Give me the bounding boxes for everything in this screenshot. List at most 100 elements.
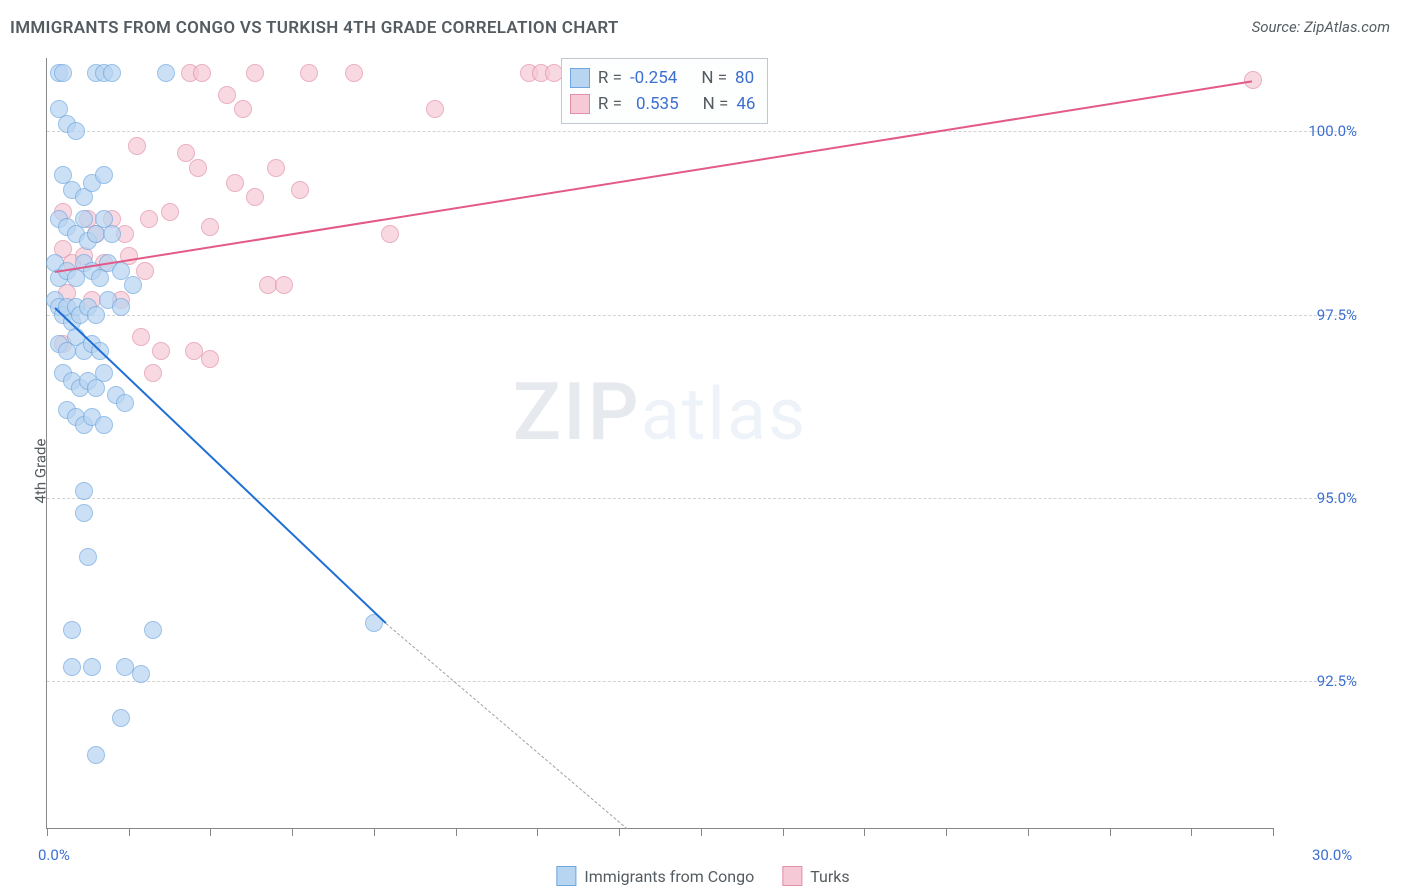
scatter-point-series1 — [112, 298, 130, 316]
y-tick-label: 92.5% — [1317, 672, 1357, 690]
scatter-point-series1 — [95, 416, 113, 434]
scatter-point-series2 — [275, 276, 293, 294]
trend-line — [54, 308, 386, 625]
scatter-point-series1 — [63, 621, 81, 639]
stat-r-series1: -0.254 — [630, 65, 677, 91]
x-tick — [537, 828, 538, 836]
scatter-point-series2 — [426, 100, 444, 118]
legend-label-series1: Immigrants from Congo — [584, 867, 754, 886]
stats-row-series1: R = -0.254 N = 80 — [570, 65, 756, 91]
y-tick-label: 95.0% — [1317, 489, 1357, 507]
scatter-point-series2 — [300, 64, 318, 82]
legend-label-series2: Turks — [810, 867, 849, 886]
scatter-point-series1 — [75, 504, 93, 522]
scatter-point-series1 — [79, 548, 97, 566]
scatter-point-series1 — [116, 658, 134, 676]
scatter-point-series1 — [103, 64, 121, 82]
x-tick — [47, 828, 48, 836]
x-tick — [864, 828, 865, 836]
watermark: ZIPatlas — [513, 365, 808, 459]
scatter-point-series2 — [218, 86, 236, 104]
x-tick — [1028, 828, 1029, 836]
scatter-point-series2 — [128, 137, 146, 155]
stat-n-series2: 46 — [736, 91, 755, 117]
watermark-zip: ZIP — [513, 365, 641, 459]
chart-title: IMMIGRANTS FROM CONGO VS TURKISH 4TH GRA… — [10, 18, 619, 38]
chart-source: Source: ZipAtlas.com — [1252, 18, 1390, 36]
chart-header: IMMIGRANTS FROM CONGO VS TURKISH 4TH GRA… — [10, 18, 1396, 48]
x-tick — [292, 828, 293, 836]
stat-label-n: N = — [703, 91, 729, 117]
scatter-point-series2 — [136, 262, 154, 280]
scatter-point-series2 — [193, 64, 211, 82]
x-tick — [456, 828, 457, 836]
stat-label-r: R = — [598, 91, 622, 117]
x-tick — [129, 828, 130, 836]
scatter-point-series1 — [83, 658, 101, 676]
stat-n-series1: 80 — [735, 65, 754, 91]
scatter-point-series2 — [381, 225, 399, 243]
stat-label-n: N = — [701, 65, 727, 91]
scatter-point-series1 — [124, 276, 142, 294]
scatter-point-series2 — [140, 210, 158, 228]
scatter-point-series2 — [226, 174, 244, 192]
scatter-point-series1 — [67, 122, 85, 140]
scatter-point-series2 — [246, 64, 264, 82]
swatch-series2 — [570, 94, 590, 114]
x-tick — [701, 828, 702, 836]
x-tick — [374, 828, 375, 836]
gridline — [47, 498, 1357, 499]
scatter-point-series2 — [234, 100, 252, 118]
legend-swatch-series2 — [782, 866, 802, 886]
scatter-point-series2 — [189, 159, 207, 177]
scatter-point-series1 — [132, 665, 150, 683]
legend-swatch-series1 — [556, 866, 576, 886]
scatter-point-series2 — [291, 181, 309, 199]
scatter-point-series1 — [103, 225, 121, 243]
x-tick — [946, 828, 947, 836]
correlation-stats-box: R = -0.254 N = 80 R = 0.535 N = 46 — [561, 58, 769, 124]
x-axis-max-label: 30.0% — [1312, 846, 1352, 864]
x-axis-min-label: 0.0% — [38, 846, 70, 864]
x-tick — [210, 828, 211, 836]
trend-line-extension — [386, 623, 628, 829]
legend-item-series1: Immigrants from Congo — [556, 866, 754, 886]
stats-row-series2: R = 0.535 N = 46 — [570, 91, 756, 117]
x-tick — [783, 828, 784, 836]
stat-label-r: R = — [598, 65, 622, 91]
legend-item-series2: Turks — [782, 866, 849, 886]
y-tick-label: 97.5% — [1317, 306, 1357, 324]
swatch-series1 — [570, 68, 590, 88]
scatter-point-series1 — [112, 709, 130, 727]
scatter-point-series1 — [95, 364, 113, 382]
scatter-point-series1 — [116, 394, 134, 412]
scatter-point-series2 — [246, 188, 264, 206]
scatter-point-series1 — [54, 64, 72, 82]
scatter-point-series2 — [152, 342, 170, 360]
scatter-point-series1 — [95, 166, 113, 184]
scatter-point-series2 — [144, 364, 162, 382]
scatter-point-series2 — [201, 350, 219, 368]
scatter-point-series2 — [161, 203, 179, 221]
scatter-point-series2 — [345, 64, 363, 82]
x-tick — [1273, 828, 1274, 836]
scatter-point-series2 — [259, 276, 277, 294]
scatter-point-series1 — [87, 306, 105, 324]
stat-r-series2: 0.535 — [636, 91, 679, 117]
x-tick — [619, 828, 620, 836]
scatter-point-series2 — [185, 342, 203, 360]
scatter-point-series1 — [87, 746, 105, 764]
scatter-point-series1 — [144, 621, 162, 639]
scatter-point-series2 — [267, 159, 285, 177]
scatter-point-series1 — [63, 658, 81, 676]
x-tick — [1191, 828, 1192, 836]
scatter-point-series2 — [201, 218, 219, 236]
gridline — [47, 315, 1357, 316]
chart-container: 4th Grade ZIPatlas 92.5%95.0%97.5%100.0%… — [0, 50, 1406, 892]
scatter-point-series1 — [157, 64, 175, 82]
watermark-atlas: atlas — [641, 372, 808, 457]
scatter-point-series2 — [132, 328, 150, 346]
chart-legend: Immigrants from Congo Turks — [556, 866, 849, 886]
scatter-point-series2 — [1244, 71, 1262, 89]
x-tick — [1110, 828, 1111, 836]
